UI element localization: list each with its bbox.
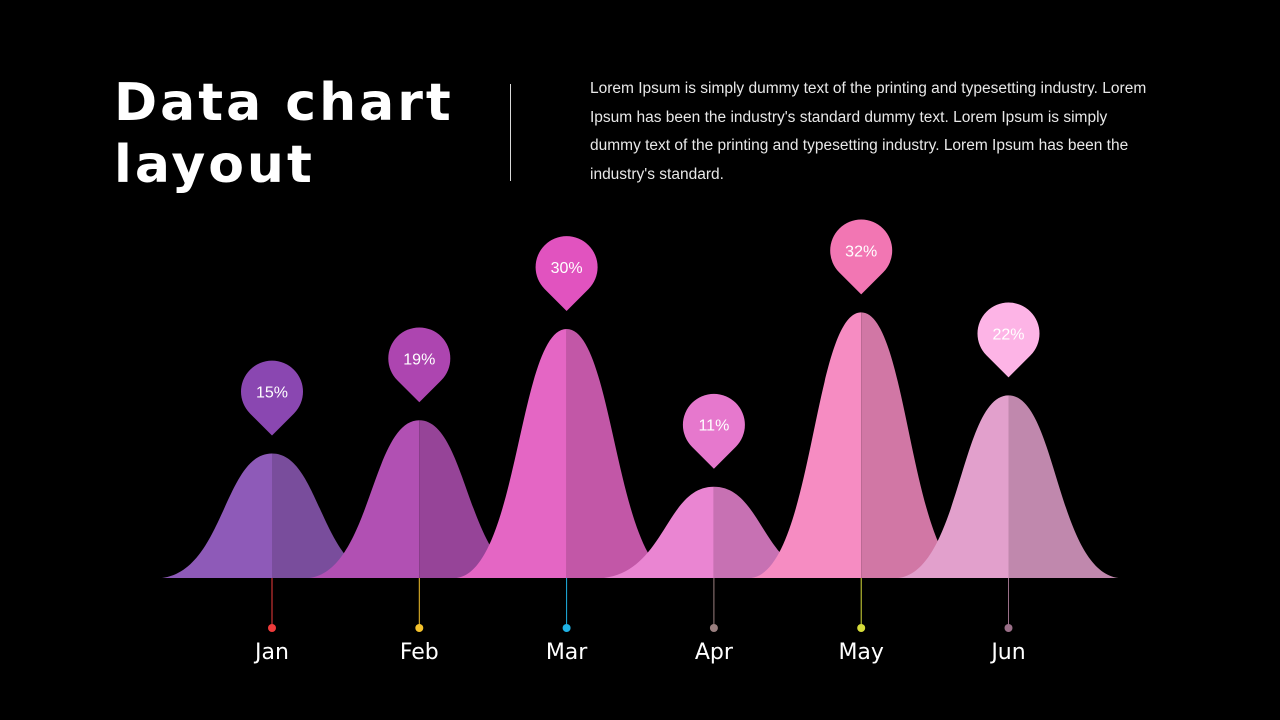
value-label-apr: 11% xyxy=(698,418,729,435)
value-label-mar: 30% xyxy=(551,260,583,277)
value-label-jan: 15% xyxy=(256,385,288,402)
curve-feb-right xyxy=(419,420,530,578)
curve-apr-left xyxy=(603,486,714,578)
value-label-feb: 19% xyxy=(403,351,435,368)
value-label-jun: 22% xyxy=(992,326,1024,343)
axis-dot-feb xyxy=(415,624,424,632)
curve-may-left xyxy=(751,312,862,578)
axis-dot-jun xyxy=(1004,624,1013,632)
pins-group: 15% 19% 30% 11% 32% 22% xyxy=(240,219,1040,469)
pin-marker-jun xyxy=(977,302,1040,378)
axis-dot-apr xyxy=(709,624,718,632)
category-label-mar: Mar xyxy=(546,640,588,665)
curve-feb-left xyxy=(309,420,420,578)
pin-marker-feb xyxy=(388,327,451,403)
pin-marker-apr xyxy=(682,393,745,469)
category-label-apr: Apr xyxy=(695,640,734,665)
curve-apr-right xyxy=(713,486,824,578)
curve-jun-left xyxy=(898,395,1009,578)
value-label-may: 32% xyxy=(845,243,877,260)
description-text: Lorem Ipsum is simply dummy text of the … xyxy=(590,80,1147,184)
axis-group: Jan Feb Mar Apr May Jun xyxy=(253,578,1026,665)
curves-group xyxy=(162,312,1119,578)
title-line-1: Data chart xyxy=(114,73,454,133)
curve-may-right xyxy=(861,312,972,578)
pin-marker-mar xyxy=(535,236,598,311)
title-line-2: layout xyxy=(114,135,315,195)
axis-dot-may xyxy=(857,624,866,632)
axis-dot-mar xyxy=(562,624,571,632)
category-label-feb: Feb xyxy=(400,640,439,665)
title-divider xyxy=(510,84,511,181)
curve-mar-left xyxy=(456,329,567,578)
pin-marker-jan xyxy=(240,360,303,436)
curve-jun-right xyxy=(1008,395,1119,578)
curve-jan-left xyxy=(162,453,272,578)
category-label-may: May xyxy=(838,640,883,665)
slide-title: Data chart layout xyxy=(114,72,494,196)
pin-marker-may xyxy=(830,219,893,295)
curve-mar-right xyxy=(566,329,677,578)
curve-jan-right xyxy=(272,453,382,578)
category-label-jan: Jan xyxy=(253,640,289,665)
axis-dot-jan xyxy=(268,624,276,632)
category-label-jun: Jun xyxy=(989,640,1025,665)
